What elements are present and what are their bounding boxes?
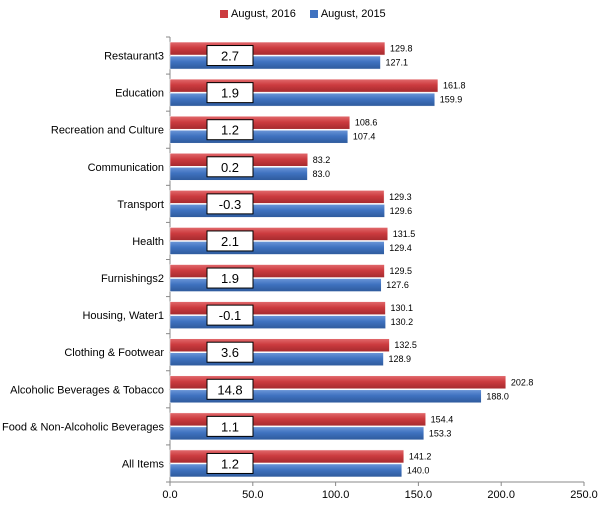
x-tick-label: 250.0 [570, 489, 598, 501]
change-annotation-box [206, 45, 254, 67]
change-annotation: 1.9 [221, 271, 239, 286]
category-label: Health [132, 236, 164, 248]
bar-2015 [169, 204, 385, 218]
change-annotation: 2.1 [221, 234, 239, 249]
bar-2016 [169, 190, 385, 204]
data-label-2015: 83.0 [312, 169, 330, 179]
data-label-2016: 161.8 [443, 81, 466, 91]
category-label: Transport [117, 199, 164, 211]
category-label: Clothing & Footwear [64, 347, 164, 359]
data-label-2016: 141.2 [409, 451, 432, 461]
change-annotation-box [206, 193, 254, 215]
legend-swatch-2015 [309, 10, 318, 18]
chart-legend: August, 2016 August, 2015 [220, 8, 386, 20]
x-tick-label: 150.0 [405, 489, 433, 501]
category-label: All Items [122, 458, 165, 470]
change-annotation-box [206, 230, 254, 252]
legend-item-2015: August, 2015 [309, 8, 386, 20]
bar-2015 [169, 129, 349, 144]
change-annotation-box [206, 304, 254, 326]
category-label: Housing, Water1 [82, 310, 164, 322]
data-label-2016: 131.5 [393, 229, 416, 239]
change-annotation: 3.6 [221, 345, 239, 360]
change-annotation: 0.2 [221, 160, 239, 175]
change-annotation-box [206, 378, 254, 400]
bar-2016 [169, 375, 507, 390]
data-label-2016: 129.8 [390, 44, 413, 54]
category-label: Communication [88, 162, 164, 174]
data-label-2015: 153.3 [429, 428, 452, 438]
data-label-2015: 159.9 [440, 95, 463, 105]
data-label-2016: 130.1 [390, 303, 413, 313]
bar-2015 [169, 241, 385, 255]
change-annotation-box [206, 452, 254, 474]
data-label-2016: 108.6 [355, 118, 378, 128]
change-annotation: -0.3 [219, 197, 241, 212]
bar-2016 [169, 449, 405, 464]
x-tick-label: 100.0 [322, 489, 350, 501]
category-label: Restaurant3 [104, 51, 164, 63]
bar-2016 [169, 41, 386, 56]
change-annotation: -0.1 [219, 308, 241, 323]
x-tick-label: 50.0 [242, 489, 263, 501]
data-label-2016: 132.5 [394, 340, 417, 350]
data-label-2016: 129.5 [389, 266, 412, 276]
legend-item-2016: August, 2016 [220, 8, 296, 20]
category-label: Food & Non-Alcoholic Beverages [2, 421, 165, 433]
change-annotation-box [206, 341, 254, 363]
bar-2015 [169, 278, 382, 292]
category-label: Education [115, 88, 164, 100]
change-annotation-box [206, 156, 254, 178]
data-label-2015: 127.1 [385, 58, 408, 68]
bar-2015 [169, 315, 386, 329]
x-tick-label: 200.0 [487, 489, 515, 501]
category-label: Furnishings2 [101, 273, 164, 285]
change-annotation: 1.9 [221, 86, 239, 101]
data-label-2015: 140.0 [407, 465, 430, 475]
change-annotation: 2.7 [221, 49, 239, 64]
data-label-2015: 129.4 [389, 243, 412, 253]
data-label-2015: 130.2 [391, 317, 414, 327]
legend-label-2016: August, 2016 [231, 8, 296, 20]
change-annotation: 14.8 [217, 382, 242, 397]
bar-2016 [169, 264, 385, 278]
plot-area: 0.0 50.0 100.0 150.0 200.0 250.0 Restaurant3 12… [2, 36, 598, 501]
data-label-2015: 107.4 [353, 132, 376, 142]
bar-2015 [169, 352, 384, 366]
change-annotation: 1.1 [221, 419, 239, 434]
change-annotation: 1.2 [221, 456, 239, 471]
change-annotation: 1.2 [221, 123, 239, 138]
data-label-2015: 129.6 [390, 206, 413, 216]
category-label: Recreation and Culture [51, 125, 164, 137]
bar-2016 [169, 338, 390, 352]
data-label-2016: 129.3 [389, 192, 412, 202]
data-label-2016: 154.4 [431, 414, 454, 424]
change-annotation-box [206, 119, 254, 141]
change-annotation-box [206, 267, 254, 289]
bar-2015 [169, 463, 403, 478]
bar-2016 [169, 301, 386, 315]
data-label-2015: 188.0 [486, 391, 509, 401]
data-label-2016: 202.8 [511, 377, 534, 387]
category-label: Alcoholic Beverages & Tobacco [10, 384, 164, 396]
legend-swatch-2016 [220, 10, 228, 18]
x-tick-label: 0.0 [162, 489, 177, 501]
legend-label-2015: August, 2015 [320, 8, 386, 20]
bar-2016 [169, 227, 389, 241]
change-annotation-box [206, 82, 254, 104]
change-annotation-box [206, 415, 254, 437]
data-label-2015: 128.9 [388, 354, 411, 364]
data-label-2016: 83.2 [313, 155, 331, 165]
bar-2015 [169, 55, 381, 70]
data-label-2015: 127.6 [386, 280, 409, 290]
bar-2016 [169, 115, 351, 130]
